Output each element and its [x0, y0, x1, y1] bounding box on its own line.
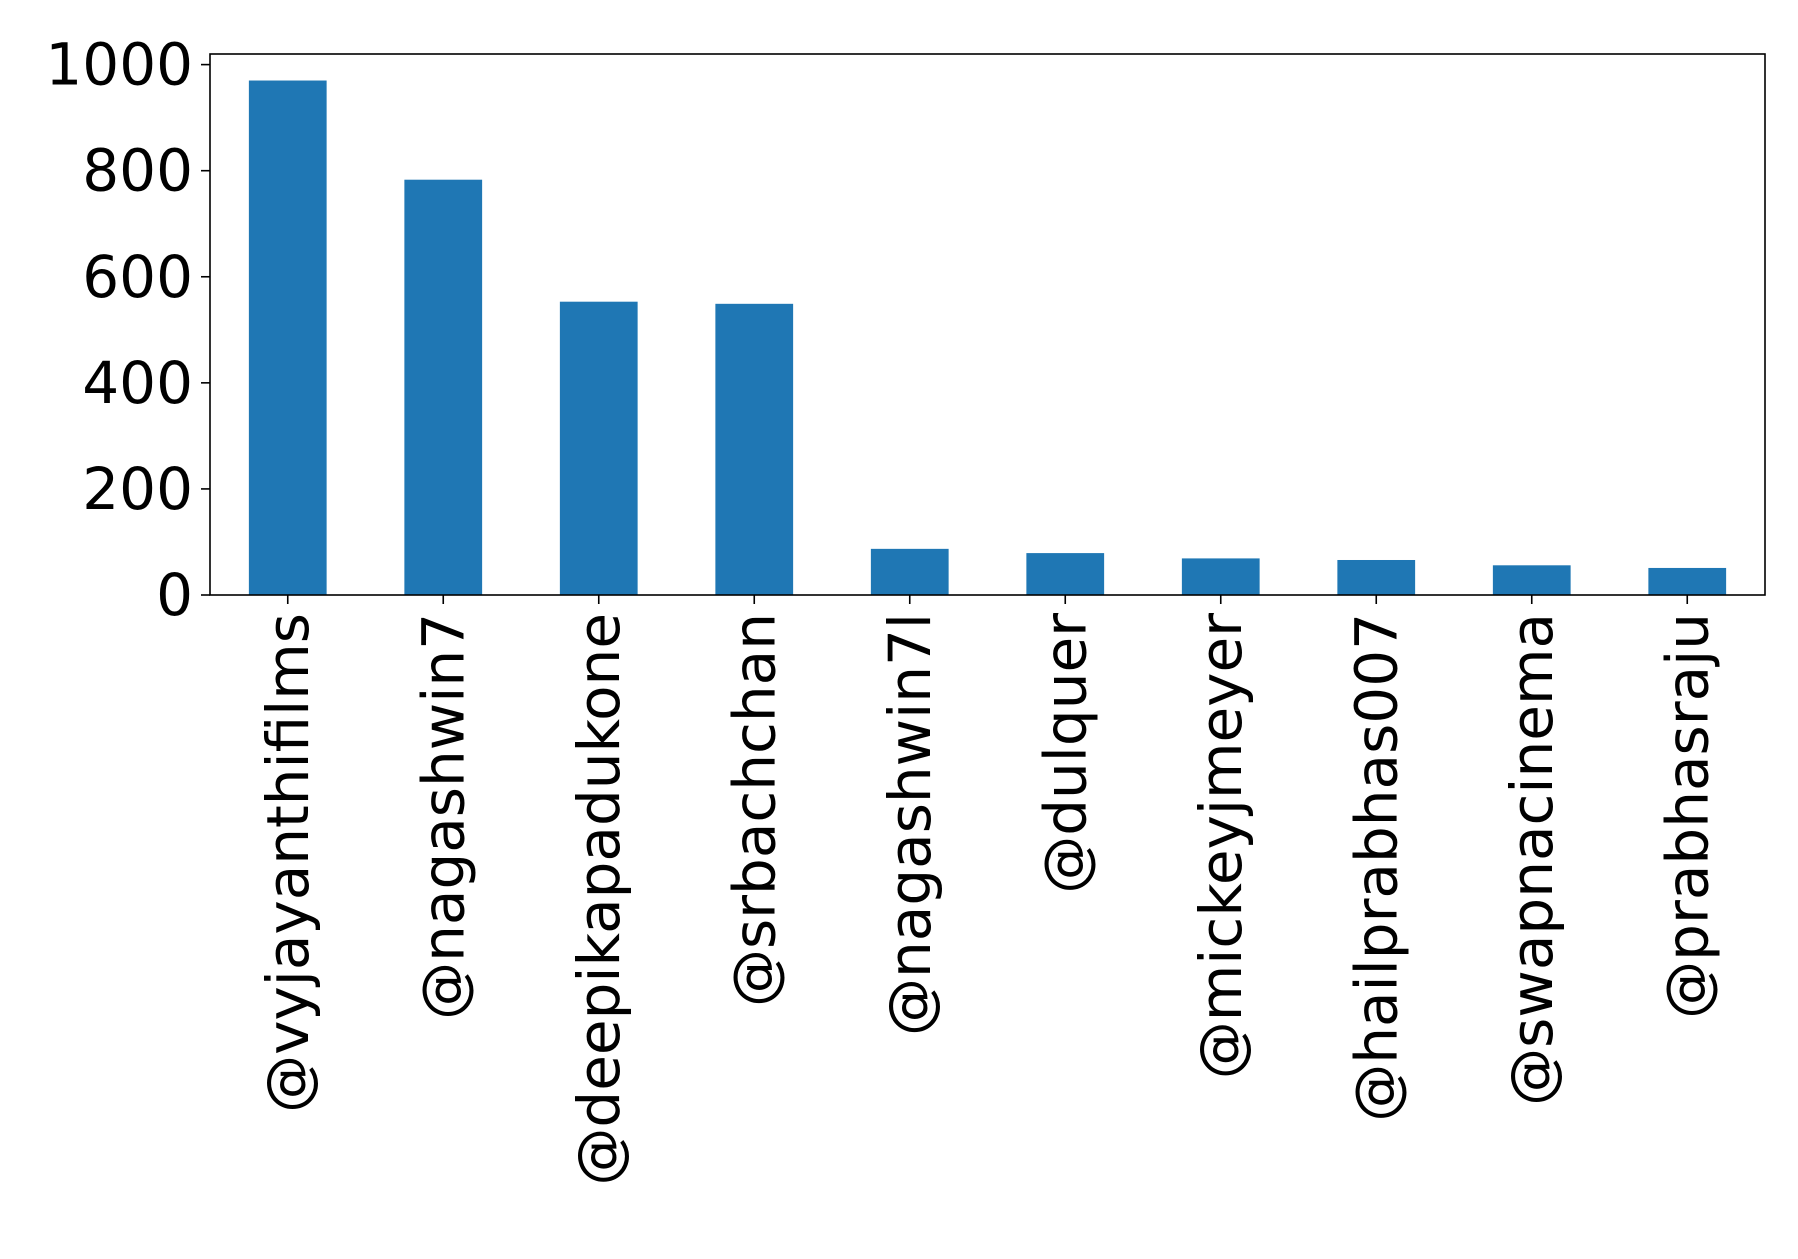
- x-tick-label: @mickeyjmeyer: [1187, 613, 1255, 1079]
- x-tick-label: @srbachchan: [720, 613, 788, 1007]
- x-axis: @vyjayanthifilms @nagashwin7 @deepikapaduk…: [254, 595, 1721, 1186]
- x-tick-label: @nagashwin7: [409, 613, 477, 1020]
- x-tick-label: @vyjayanthifilms: [254, 613, 322, 1113]
- x-tick-label: @prabhasraju: [1653, 613, 1721, 1019]
- y-tick-label: 200: [82, 455, 193, 523]
- bar-prabhasraju: [1648, 567, 1727, 595]
- bar-mickeyjmeyer: [1181, 558, 1260, 595]
- bar-hailprabhas007: [1337, 559, 1416, 595]
- x-tick-label: @dulquer: [1031, 613, 1099, 894]
- y-tick-label: 600: [82, 243, 193, 311]
- bar-nagashwin7: [404, 179, 483, 595]
- y-tick-label: 800: [82, 137, 193, 205]
- x-tick-label: @deepikapadukone: [565, 613, 633, 1186]
- y-tick-label: 0: [156, 561, 193, 629]
- x-tick-label: @hailprabhas007: [1342, 613, 1410, 1122]
- y-axis: 0 200 400 600 800 1000: [45, 31, 210, 629]
- bar-dulquer: [1026, 553, 1105, 595]
- x-tick-label: @nagashwin7l: [876, 613, 944, 1036]
- plot-frame: [209, 53, 1766, 596]
- bar-deepikapadukone: [559, 301, 638, 595]
- bar-nagashwin7l: [870, 548, 949, 595]
- y-tick-label: 400: [82, 349, 193, 417]
- x-tick-label: @swapnacinema: [1498, 613, 1566, 1106]
- bar-srbachchan: [715, 303, 794, 595]
- y-tick-label: 1000: [45, 31, 193, 99]
- bars-layer: [248, 80, 1727, 596]
- bar-swapnacinema: [1492, 565, 1571, 595]
- bar-vyjayanthifilms: [248, 80, 327, 596]
